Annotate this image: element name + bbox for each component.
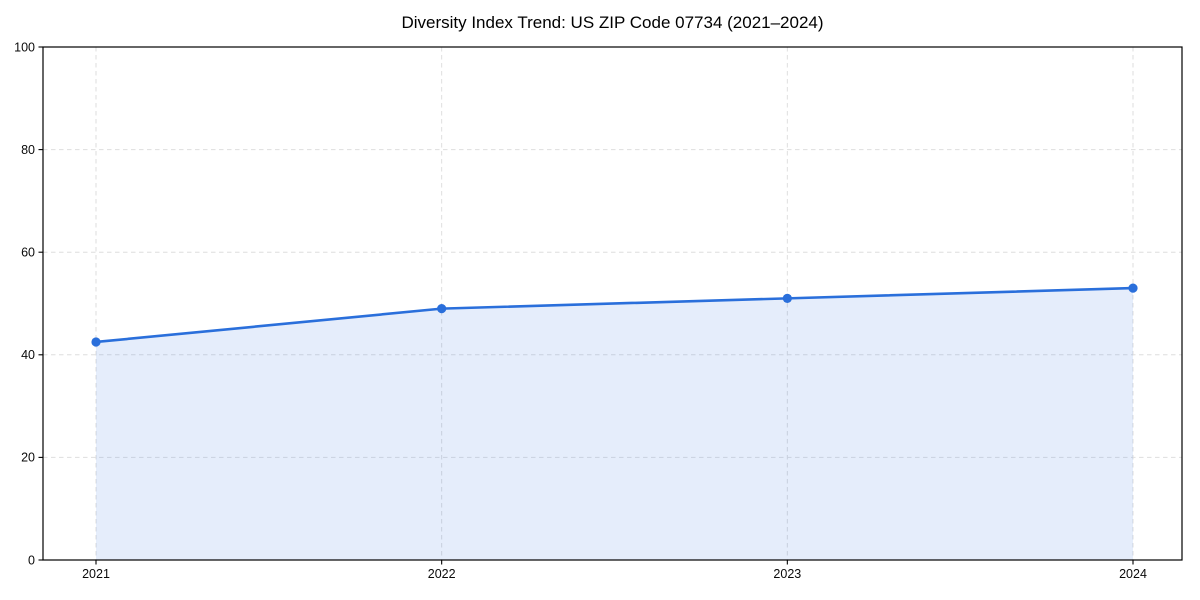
y-tick-label: 80 (21, 143, 35, 157)
data-point (1128, 283, 1138, 293)
x-tick-label: 2024 (1119, 567, 1147, 581)
y-tick-label: 20 (21, 451, 35, 465)
x-tick-label: 2022 (428, 567, 456, 581)
y-tick-label: 100 (14, 40, 35, 54)
x-tick-label: 2023 (773, 567, 801, 581)
data-point (437, 304, 447, 314)
y-tick-label: 40 (21, 348, 35, 362)
data-point (782, 293, 792, 303)
plot-border (42, 46, 1183, 561)
trend-line (94, 286, 1135, 344)
y-tick-label: 60 (21, 246, 35, 260)
x-tick-label: 2021 (82, 567, 110, 581)
y-tick-label: 0 (28, 553, 35, 567)
area-fill (96, 288, 1133, 560)
chart-title: Diversity Index Trend: US ZIP Code 07734… (401, 13, 824, 32)
data-point (91, 337, 101, 347)
